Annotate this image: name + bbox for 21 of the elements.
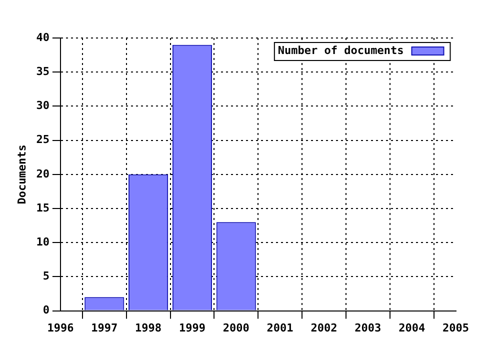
x-tick-label: 1996 [47,321,74,334]
x-tick-label: 2000 [222,321,250,334]
y-tick-label: 10 [36,235,50,248]
x-tick-label: 2002 [310,321,338,334]
y-tick-label: 30 [36,99,50,112]
x-tick-label: 2001 [266,321,294,334]
y-tick-label: 40 [36,30,50,44]
y-tick-label: 5 [42,270,50,283]
y-axis-title: Documents [15,144,28,204]
x-tick-label: 2004 [398,321,426,334]
x-tick-label: 2003 [354,321,382,334]
x-tick-label: 1997 [91,321,118,334]
y-tick-label: 20 [36,167,50,180]
y-tick-label: 35 [36,64,50,78]
legend-label: Number of documents [278,44,404,57]
x-tick-label: 2005 [442,321,470,334]
x-tick-label: 1998 [135,321,162,334]
y-tick-label: 25 [36,133,50,146]
x-tick-label: 1999 [178,321,206,334]
y-tick-label: 15 [36,201,50,214]
y-tick-label: 0 [42,304,50,317]
